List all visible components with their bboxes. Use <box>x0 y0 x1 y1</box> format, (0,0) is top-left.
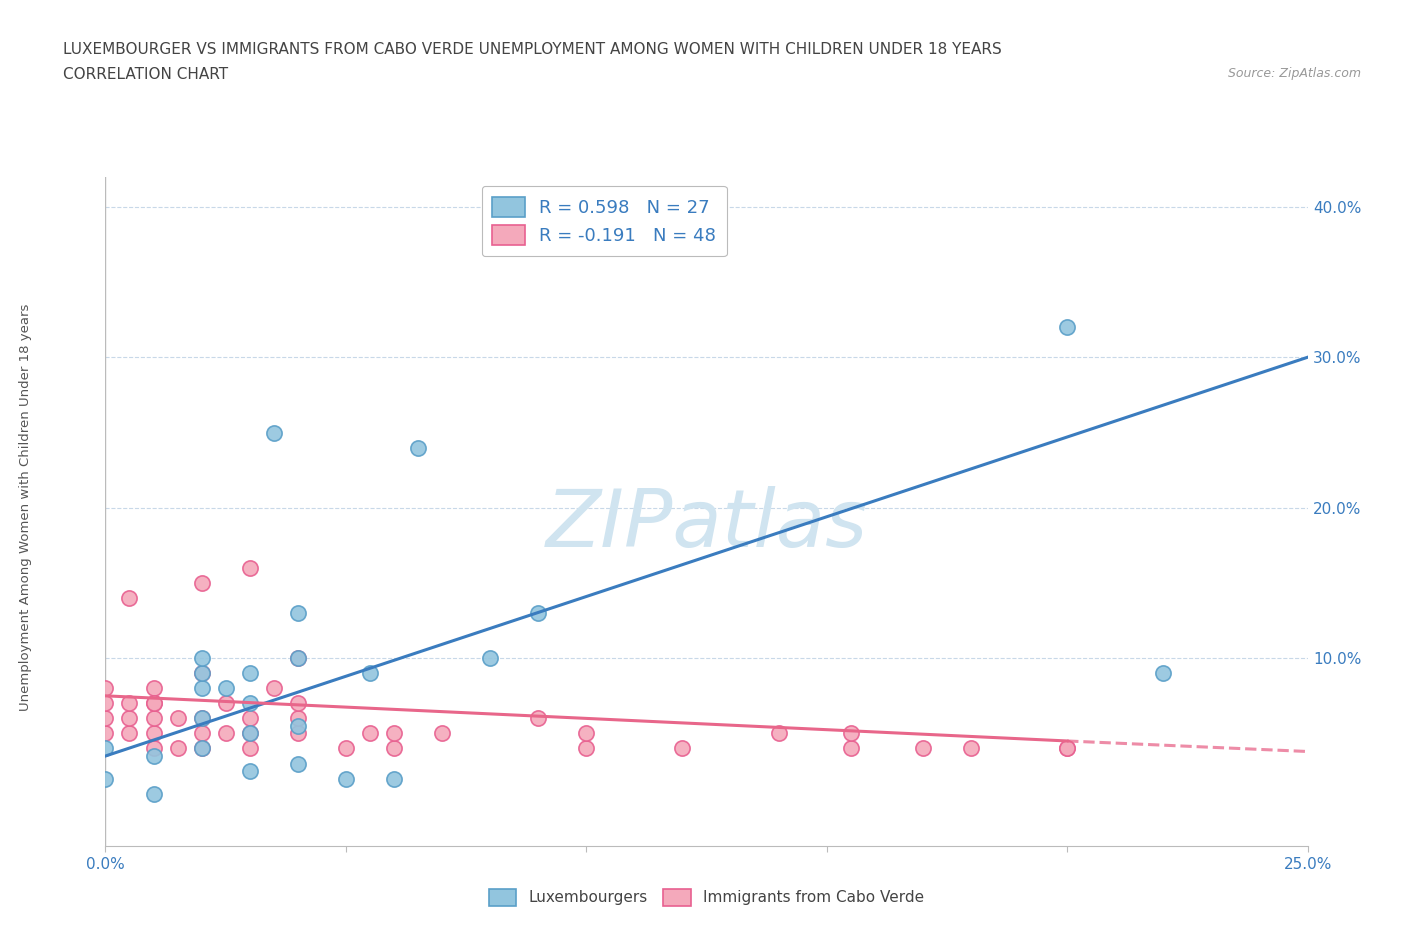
Point <box>166 741 188 756</box>
Text: Unemployment Among Women with Children Under 18 years: Unemployment Among Women with Children U… <box>18 303 32 711</box>
Point <box>287 711 309 725</box>
Point <box>239 696 262 711</box>
Point <box>382 771 405 786</box>
Text: Source: ZipAtlas.com: Source: ZipAtlas.com <box>1227 67 1361 80</box>
Text: ZIPatlas: ZIPatlas <box>546 485 868 564</box>
Point <box>239 666 262 681</box>
Point <box>287 756 309 771</box>
Point <box>239 764 262 778</box>
Point <box>142 681 165 696</box>
Point <box>382 741 405 756</box>
Text: CORRELATION CHART: CORRELATION CHART <box>63 67 228 82</box>
Text: LUXEMBOURGER VS IMMIGRANTS FROM CABO VERDE UNEMPLOYMENT AMONG WOMEN WITH CHILDRE: LUXEMBOURGER VS IMMIGRANTS FROM CABO VER… <box>63 42 1002 57</box>
Point <box>94 681 117 696</box>
Point <box>263 425 285 440</box>
Point <box>142 711 165 725</box>
Point <box>190 666 212 681</box>
Point <box>575 741 598 756</box>
Point <box>118 711 141 725</box>
Point <box>287 726 309 741</box>
Point <box>239 561 262 576</box>
Point <box>166 711 188 725</box>
Point <box>239 741 262 756</box>
Point <box>118 591 141 605</box>
Point <box>190 711 212 725</box>
Point <box>1056 741 1078 756</box>
Point <box>406 440 429 455</box>
Point <box>190 651 212 666</box>
Point <box>768 726 790 741</box>
Point <box>239 726 262 741</box>
Point <box>190 681 212 696</box>
Point <box>960 741 983 756</box>
Point <box>335 741 357 756</box>
Point <box>190 741 212 756</box>
Point <box>287 696 309 711</box>
Point <box>287 651 309 666</box>
Point <box>142 696 165 711</box>
Point <box>239 711 262 725</box>
Point <box>142 696 165 711</box>
Point <box>430 726 453 741</box>
Point <box>263 681 285 696</box>
Point <box>382 726 405 741</box>
Point <box>479 651 502 666</box>
Point <box>575 726 598 741</box>
Point <box>142 726 165 741</box>
Point <box>287 719 309 734</box>
Point <box>214 726 236 741</box>
Point <box>359 726 381 741</box>
Point <box>839 741 862 756</box>
Point <box>118 726 141 741</box>
Point <box>359 666 381 681</box>
Point <box>671 741 693 756</box>
Point <box>239 726 262 741</box>
Point <box>287 651 309 666</box>
Point <box>118 696 141 711</box>
Point <box>335 771 357 786</box>
Point <box>94 771 117 786</box>
Point <box>142 741 165 756</box>
Point <box>839 726 862 741</box>
Point <box>527 711 550 725</box>
Point <box>214 696 236 711</box>
Point <box>94 711 117 725</box>
Point <box>190 576 212 591</box>
Point <box>1056 320 1078 335</box>
Point <box>190 741 212 756</box>
Point <box>94 741 117 756</box>
Point <box>1152 666 1174 681</box>
Point <box>527 605 550 620</box>
Point <box>190 666 212 681</box>
Point <box>911 741 934 756</box>
Point <box>94 696 117 711</box>
Point <box>190 726 212 741</box>
Point <box>190 711 212 725</box>
Point <box>142 786 165 801</box>
Point <box>214 681 236 696</box>
Point <box>94 726 117 741</box>
Point <box>142 749 165 764</box>
Legend: Luxembourgers, Immigrants from Cabo Verde: Luxembourgers, Immigrants from Cabo Verd… <box>482 883 931 912</box>
Point <box>1056 741 1078 756</box>
Point <box>287 605 309 620</box>
